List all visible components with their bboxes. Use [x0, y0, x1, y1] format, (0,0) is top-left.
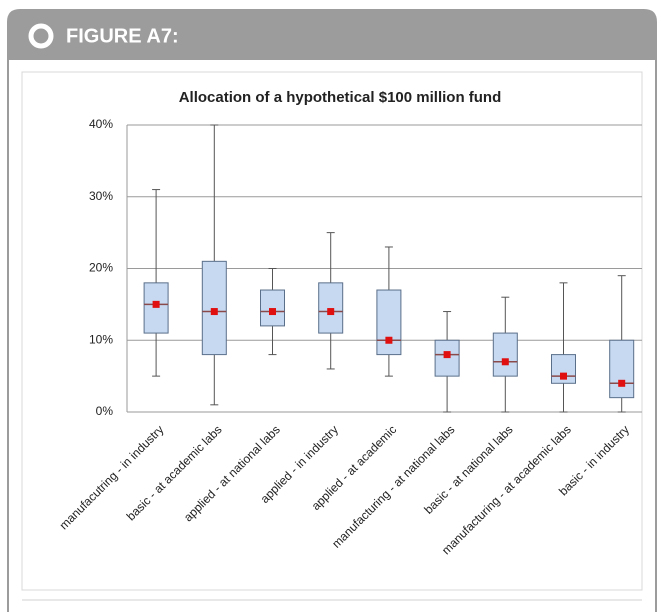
mean-marker [560, 372, 567, 380]
mean-marker [327, 308, 335, 316]
box [609, 339, 635, 399]
box [260, 289, 285, 327]
header-band [8, 10, 656, 60]
mean-marker [618, 379, 626, 387]
box [318, 282, 344, 334]
box [376, 289, 402, 356]
box [492, 332, 518, 377]
y-tick-label: 20% [89, 261, 113, 275]
chart-title: Allocation of a hypothetical $100 millio… [179, 89, 502, 106]
y-tick-label: 10% [89, 332, 113, 346]
box [434, 339, 460, 377]
mean-marker [210, 308, 218, 316]
header-icon [28, 23, 54, 49]
y-tick-label: 30% [89, 189, 113, 203]
chart-border [21, 71, 643, 591]
box [201, 260, 227, 356]
header-title: FIGURE A7: [66, 25, 179, 47]
mean-marker [385, 336, 393, 344]
mean-marker [443, 351, 451, 359]
box [143, 282, 169, 334]
y-tick-label: 40% [89, 117, 113, 131]
mean-marker [152, 300, 160, 308]
y-tick-label: 0% [96, 404, 114, 418]
mean-marker [269, 308, 276, 316]
mean-marker [501, 358, 509, 366]
